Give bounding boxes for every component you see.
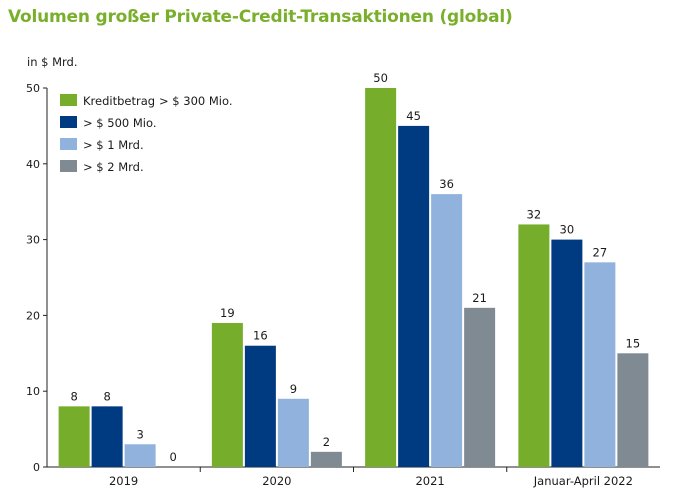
bar (518, 224, 550, 467)
y-tick-label: 0 (33, 461, 40, 474)
bar (124, 444, 156, 467)
bar (310, 451, 342, 467)
y-tick-label: 30 (26, 234, 40, 247)
data-label: 8 (70, 389, 77, 403)
data-label: 8 (103, 389, 110, 403)
y-tick-label: 20 (26, 309, 40, 322)
data-label: 45 (406, 109, 421, 123)
legend-label: > $ 2 Mrd. (83, 160, 144, 174)
bars-group (58, 88, 649, 468)
data-label: 32 (527, 207, 542, 221)
data-label: 19 (220, 306, 235, 320)
chart-title: Volumen großer Private-Credit-Transaktio… (8, 7, 513, 27)
data-label: 21 (472, 291, 487, 305)
legend-prefix: Kreditbetrag (83, 94, 155, 108)
data-label: 0 (169, 450, 176, 464)
data-label: 3 (136, 427, 143, 441)
bar (211, 322, 243, 467)
data-label: 27 (593, 245, 608, 259)
data-label: 50 (373, 71, 388, 85)
legend-label: > $ 500 Mio. (83, 116, 156, 130)
x-axis: 2019 2020 2021 Januar-April 2022 (109, 467, 633, 488)
legend-swatch (60, 94, 77, 106)
bar (398, 125, 430, 468)
legend-label: > $ 300 Mio. (159, 94, 232, 108)
y-tick-label: 50 (26, 82, 40, 95)
data-label: 9 (290, 382, 297, 396)
bar (584, 262, 616, 467)
data-label: 15 (626, 336, 641, 350)
bar (365, 88, 397, 467)
data-label: 36 (439, 177, 454, 191)
bar (277, 398, 309, 467)
bar (464, 307, 496, 467)
bar (58, 406, 90, 467)
x-category-label: 2021 (415, 474, 444, 488)
bar (244, 345, 276, 467)
legend-label: > $ 1 Mrd. (83, 138, 144, 152)
y-axis-unit-label: in $ Mrd. (27, 55, 78, 69)
legend: Kreditbetrag > $ 300 Mio.> $ 500 Mio. > $ … (60, 94, 232, 174)
bar (91, 406, 123, 467)
legend-swatch (60, 160, 77, 172)
legend-swatch (60, 138, 77, 150)
bar (551, 239, 583, 467)
y-tick-label: 40 (26, 158, 40, 171)
y-tick-label: 10 (26, 385, 40, 398)
data-label: 30 (560, 223, 575, 237)
x-category-label: Januar-April 2022 (533, 474, 633, 488)
bar (431, 194, 463, 467)
legend-swatch (60, 116, 77, 128)
data-label: 2 (323, 435, 330, 449)
data-label: 16 (253, 329, 268, 343)
bar (617, 353, 649, 467)
x-category-label: 2020 (262, 474, 291, 488)
x-category-label: 2019 (109, 474, 138, 488)
